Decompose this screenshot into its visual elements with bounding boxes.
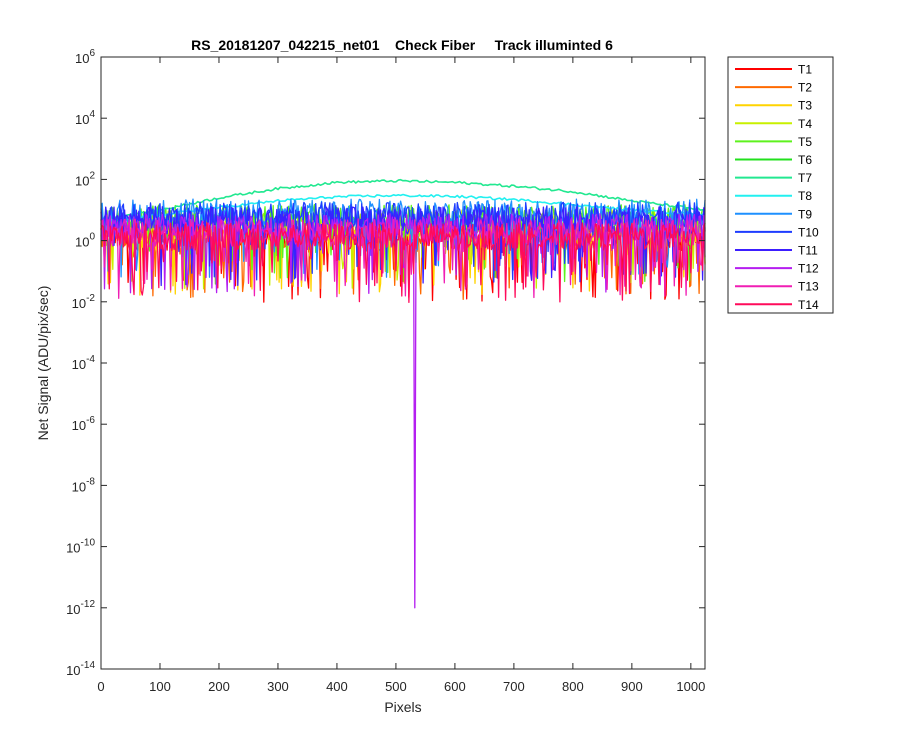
legend-label-t5: T5 — [798, 135, 812, 149]
legend-box — [727, 56, 834, 314]
x-tick-label: 100 — [149, 679, 171, 694]
y-tick-label: 10-10 — [66, 538, 95, 556]
legend-label-t3: T3 — [798, 99, 812, 113]
x-tick-label: 400 — [326, 679, 348, 694]
series-line-t11 — [100, 206, 706, 287]
x-tick-label: 600 — [444, 679, 466, 694]
y-tick-label: 102 — [75, 170, 95, 188]
legend-label-t13: T13 — [798, 280, 819, 294]
y-axis-ticks: 106 104 102 100 10-2 10-4 10-6 10-8 10-10 10-12 10… — [66, 48, 705, 678]
series-line-t7 — [100, 178, 706, 221]
y-tick-label: 10-2 — [72, 293, 96, 311]
x-axis-label: Pixels — [384, 699, 421, 715]
y-tick-label: 100 — [75, 232, 95, 250]
chart-title: RS_20181207_042215_net01 Check Fiber Tra… — [191, 37, 613, 53]
series-line-t14 — [100, 222, 706, 304]
plot-area — [101, 57, 705, 669]
legend-label-t14: T14 — [798, 298, 819, 312]
x-tick-label: 700 — [503, 679, 525, 694]
legend-label-t2: T2 — [798, 81, 812, 95]
y-tick-label: 104 — [75, 109, 95, 127]
x-tick-label: 800 — [562, 679, 584, 694]
series-layer — [100, 178, 706, 609]
x-tick-label: 500 — [385, 679, 407, 694]
legend-label-t6: T6 — [798, 153, 812, 167]
legend-label-t10: T10 — [798, 225, 819, 239]
legend-label-t7: T7 — [798, 171, 812, 185]
x-tick-label: 1000 — [676, 679, 705, 694]
y-tick-label: 10-14 — [66, 660, 95, 678]
y-tick-label: 10-4 — [72, 354, 96, 372]
legend-label-t4: T4 — [798, 117, 812, 131]
legend-label-t11: T11 — [798, 244, 818, 258]
x-tick-label: 200 — [208, 679, 230, 694]
x-tick-label: 900 — [621, 679, 643, 694]
y-tick-label: 106 — [75, 48, 95, 66]
y-tick-label: 10-8 — [72, 476, 96, 494]
y-tick-label: 10-6 — [72, 415, 96, 433]
legend-label-t12: T12 — [798, 262, 819, 276]
x-tick-label: 300 — [267, 679, 289, 694]
legend-label-t9: T9 — [798, 207, 812, 221]
legend: T1 T2 T3 T4 T5 T6 T7 T8 T9 T10 T11 T12 T13 T14 — [727, 56, 834, 314]
y-tick-label: 10-12 — [66, 599, 95, 617]
x-tick-label: 0 — [97, 679, 104, 694]
y-axis-label: Net Signal (ADU/pix/sec) — [35, 286, 51, 441]
legend-label-t8: T8 — [798, 189, 812, 203]
legend-label-t1: T1 — [798, 63, 812, 77]
x-axis-ticks: 0 100 200 300 400 500 600 700 800 900 1000 — [97, 57, 705, 694]
